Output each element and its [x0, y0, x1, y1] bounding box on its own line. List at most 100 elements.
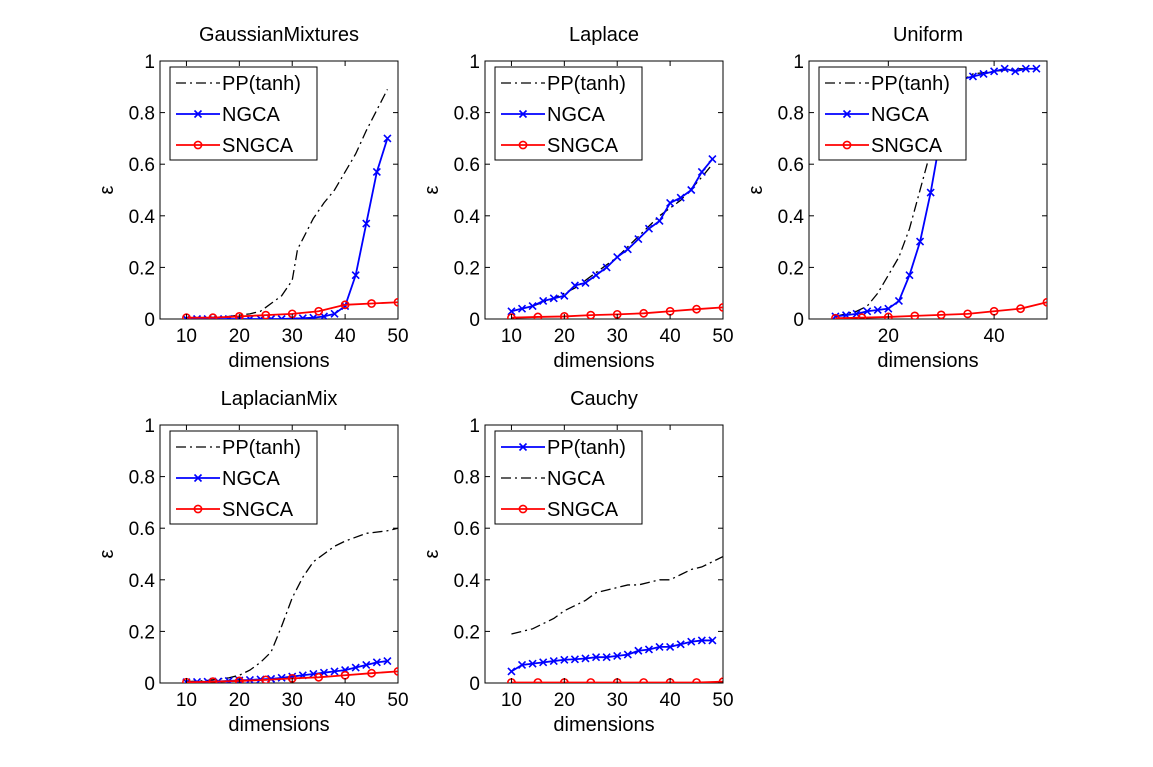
series-line-pp-tanh-: [186, 527, 398, 683]
data-point: [963, 309, 973, 319]
legend-label: NGCA: [222, 468, 280, 490]
legend-label: SNGCA: [222, 135, 294, 157]
data-point: [634, 234, 643, 244]
legend: PP(tanh) NGCA SNGCA: [494, 66, 643, 161]
series-line-pp-tanh-: [510, 639, 713, 673]
legend-marker: [193, 504, 203, 514]
y-tick-label: 0.8: [454, 468, 480, 489]
data-point: [309, 313, 318, 319]
data-point: [383, 134, 392, 143]
data-point: [863, 307, 872, 316]
data-point: [351, 663, 360, 672]
x-axis-label: dimensions: [228, 714, 329, 736]
data-point: [916, 237, 925, 246]
x-axis-label: dimensions: [553, 350, 654, 372]
legend-marker: [193, 140, 203, 150]
data-point: [393, 297, 398, 307]
x-tick-label: 20: [554, 326, 575, 347]
x-axis-label: dimensions: [877, 350, 978, 372]
y-axis-label: ε: [96, 549, 118, 558]
legend: PP(tanh) NGCA SNGCA: [169, 66, 318, 161]
data-point: [708, 636, 717, 645]
y-tick-label: 1: [793, 52, 804, 73]
data-point: [857, 313, 867, 319]
legend-marker: [842, 109, 852, 119]
y-tick-label: 0.4: [778, 207, 805, 228]
data-point: [528, 659, 537, 668]
legend-label: SNGCA: [871, 135, 943, 157]
y-tick-label: 0.4: [454, 207, 481, 228]
data-point: [676, 193, 685, 202]
y-tick-label: 0.6: [129, 155, 155, 176]
data-point: [208, 677, 218, 683]
data-point: [831, 313, 840, 319]
chart-panel-1: 10 20 30 40 50 0 0.2 0.4 0.6 0.8 1 GaussianMixtures…: [96, 24, 409, 372]
data-point: [1000, 64, 1009, 73]
data-point: [559, 312, 569, 319]
data-point: [1016, 304, 1025, 314]
series-group: [507, 154, 723, 319]
legend-marker: [193, 109, 203, 119]
data-point: [718, 302, 723, 312]
y-tick-label: 0.2: [129, 622, 155, 643]
data-point: [1011, 67, 1020, 76]
legend-label: NGCA: [547, 468, 605, 490]
y-axis-label: ε: [421, 549, 443, 558]
data-point: [560, 655, 569, 664]
data-point: [507, 667, 516, 676]
data-point: [351, 271, 360, 280]
data-point: [592, 653, 601, 662]
chart-title: Cauchy: [570, 388, 638, 410]
legend-label: NGCA: [871, 104, 929, 126]
x-tick-label: 30: [282, 326, 303, 347]
y-tick-label: 0.6: [778, 155, 804, 176]
data-point: [528, 302, 537, 311]
y-tick-label: 0.6: [129, 519, 155, 540]
x-tick-label: 20: [554, 690, 575, 711]
y-tick-label: 0: [469, 310, 480, 331]
data-point: [602, 653, 611, 662]
data-point: [261, 675, 271, 683]
y-tick-label: 0: [469, 674, 480, 695]
data-point: [539, 296, 548, 306]
data-point: [602, 263, 611, 272]
series-group: [182, 89, 398, 319]
legend-label: PP(tanh): [547, 73, 626, 95]
data-point: [676, 640, 685, 649]
data-point: [1042, 297, 1047, 307]
data-point: [570, 655, 579, 664]
chart-title: Uniform: [893, 24, 963, 46]
x-tick-label: 40: [984, 326, 1005, 347]
x-tick-label: 50: [387, 326, 408, 347]
data-point: [884, 304, 893, 313]
y-tick-label: 0: [793, 310, 804, 331]
data-point: [1032, 64, 1041, 73]
data-point: [533, 678, 543, 683]
data-point: [367, 299, 376, 308]
legend-marker: [518, 140, 528, 150]
data-point: [990, 67, 999, 76]
y-tick-label: 0.2: [454, 258, 480, 279]
legend-label: SNGCA: [547, 135, 619, 157]
series-line-ngca: [186, 138, 389, 319]
data-point: [639, 678, 649, 683]
series-group: [507, 555, 723, 683]
x-tick-label: 50: [712, 690, 733, 711]
x-tick-label: 10: [176, 690, 197, 711]
x-tick-label: 40: [660, 690, 681, 711]
data-point: [314, 672, 324, 682]
data-point: [182, 314, 191, 319]
data-point: [979, 69, 988, 78]
data-point: [592, 271, 601, 280]
y-tick-label: 0: [144, 674, 155, 695]
x-tick-label: 20: [229, 690, 250, 711]
data-point: [340, 300, 350, 310]
y-tick-label: 0.6: [454, 519, 480, 540]
y-tick-label: 0.8: [454, 104, 480, 125]
x-axis-label: dimensions: [553, 714, 654, 736]
data-point: [539, 658, 548, 667]
legend-label: SNGCA: [222, 499, 294, 521]
legend: PP(tanh) NGCA SNGCA: [169, 430, 318, 525]
data-point: [234, 312, 244, 319]
data-point: [644, 224, 654, 233]
